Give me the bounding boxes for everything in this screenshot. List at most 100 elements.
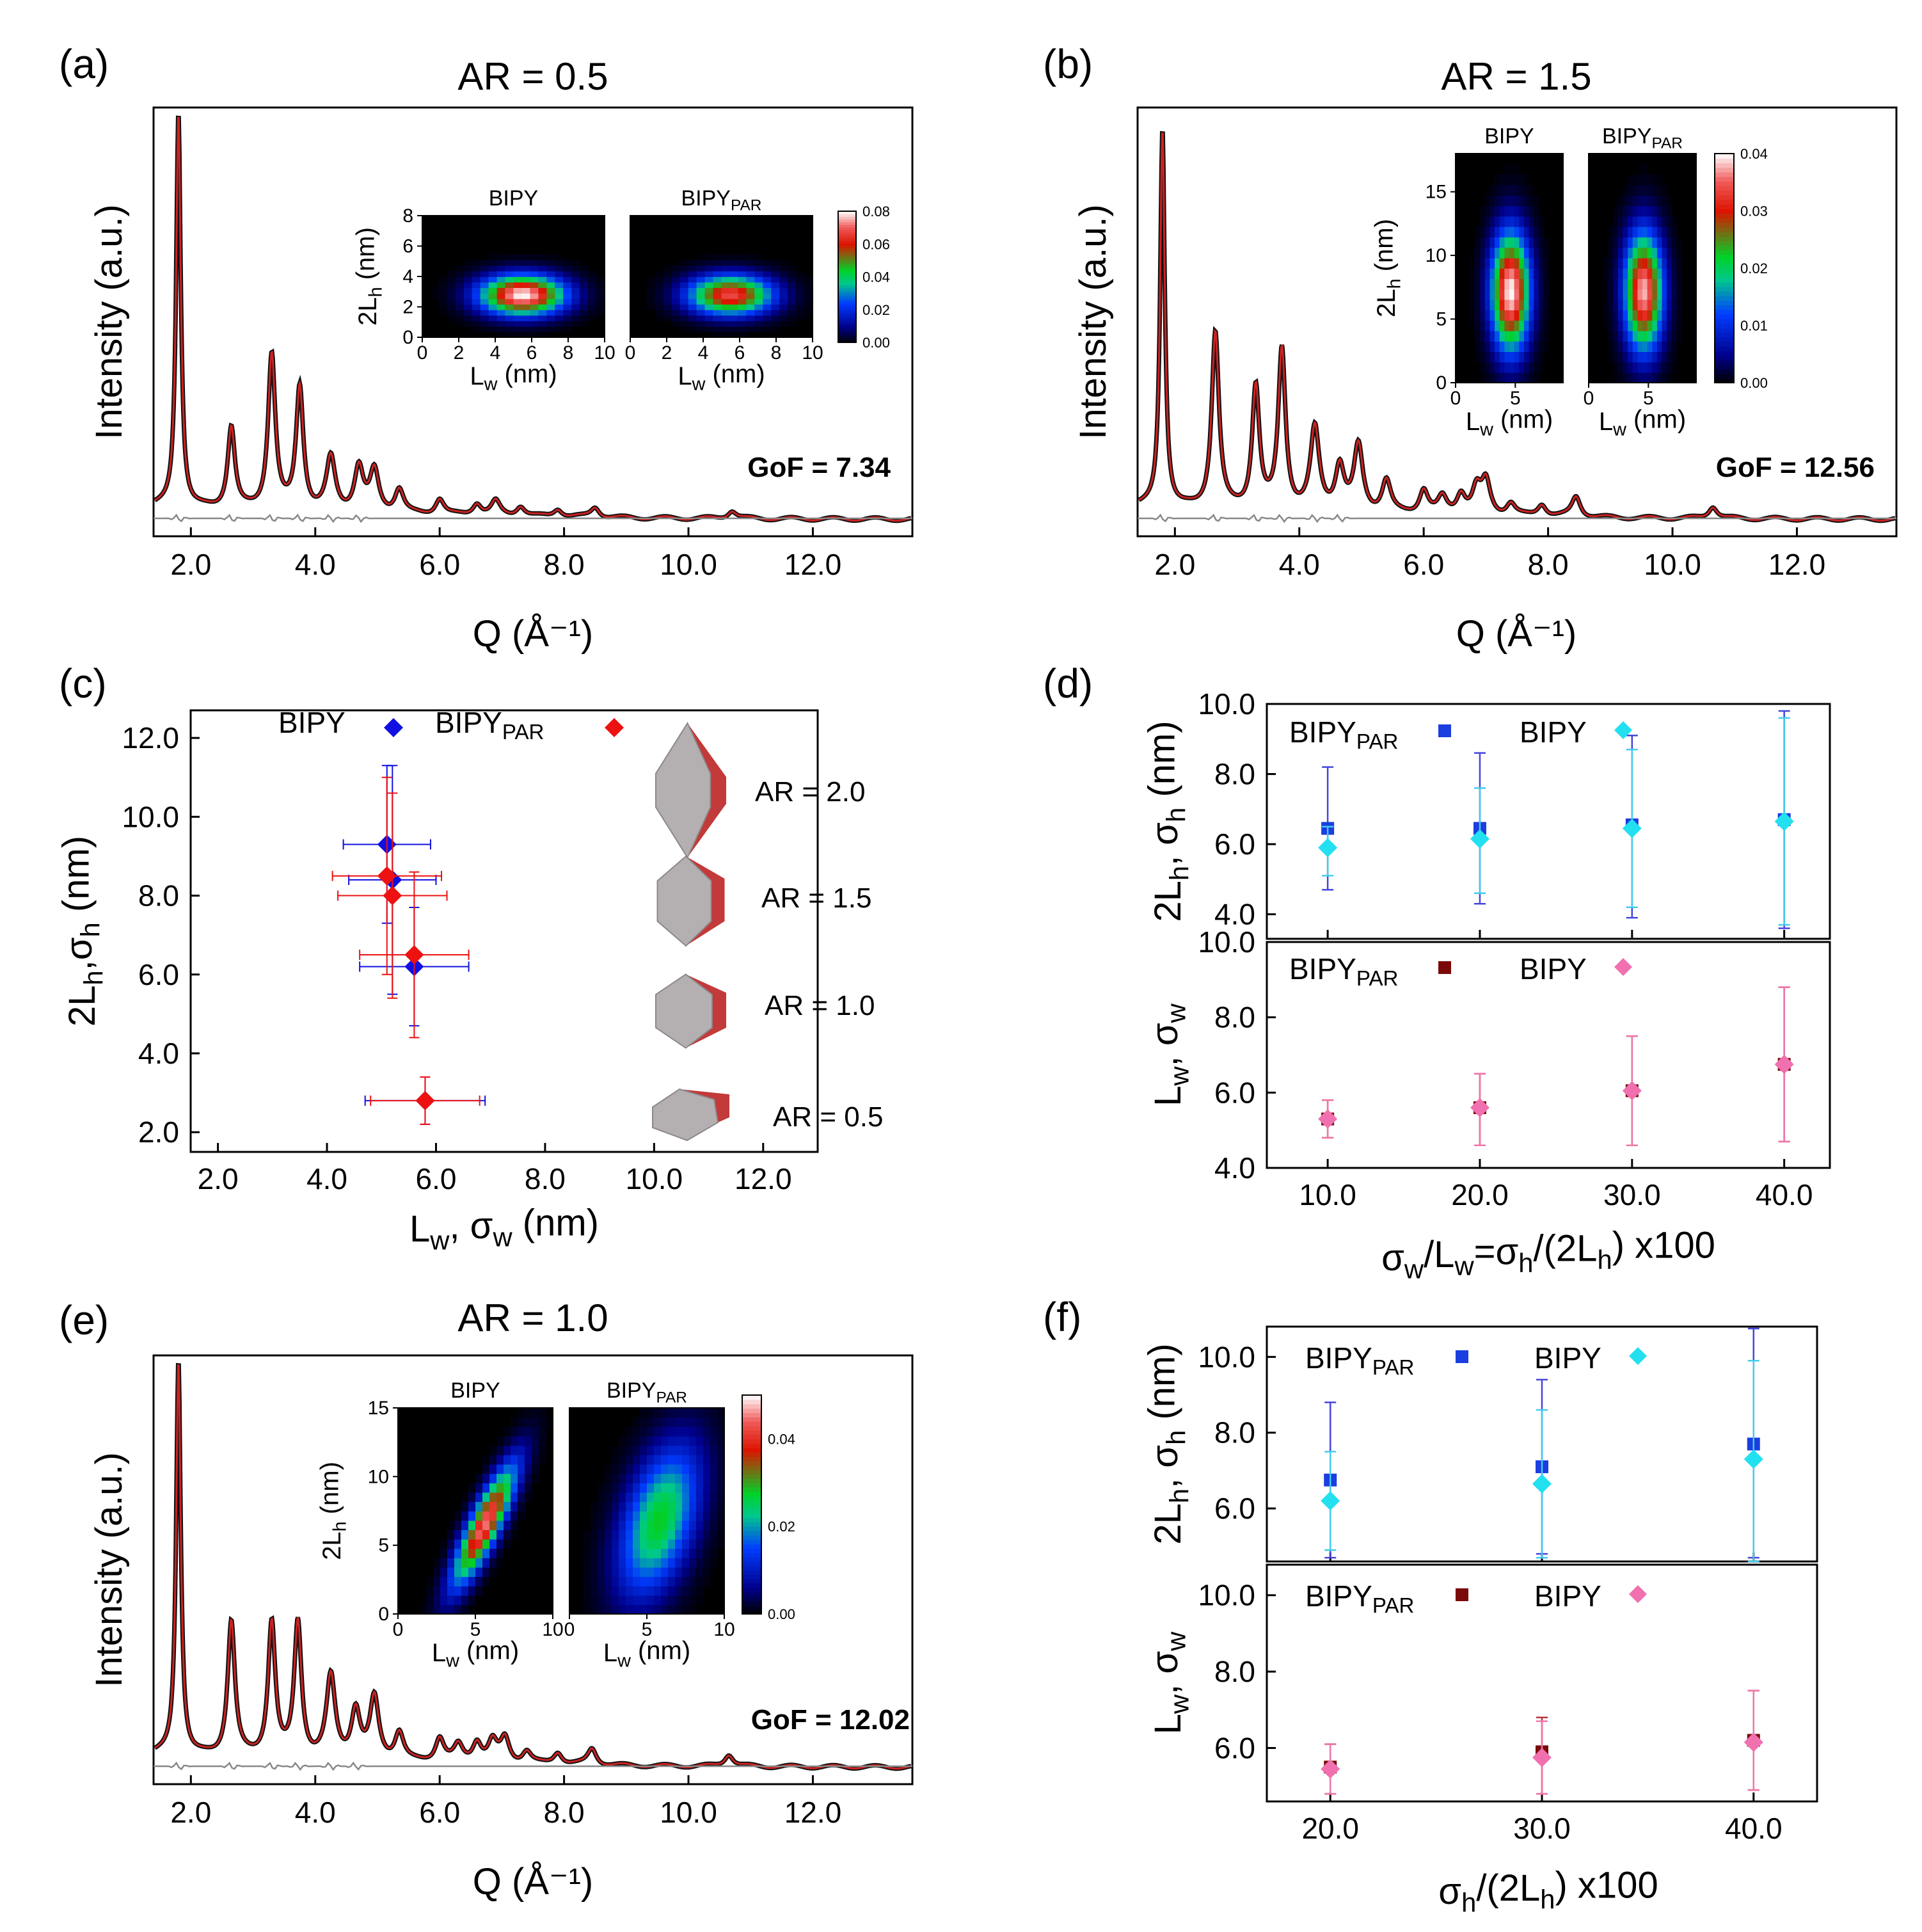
heatmap-cell	[626, 1511, 633, 1521]
heatmap-cell	[591, 1548, 598, 1558]
inset-xlabel-rest: (nm)	[1626, 406, 1686, 434]
heatmap-cell	[1632, 299, 1639, 310]
heatmap-cell	[447, 298, 456, 305]
inset-ylabel-sub: h	[1385, 278, 1405, 289]
heatmap-cell	[771, 271, 780, 277]
heatmap-cell	[1637, 372, 1643, 383]
heatmap-cell	[1628, 247, 1633, 259]
x-tick-label: 4.0	[295, 1796, 336, 1829]
heatmap-cell	[505, 265, 514, 272]
heatmap-cell	[1632, 247, 1639, 259]
heatmap-cell	[518, 1473, 525, 1483]
heatmap-cell	[584, 1576, 591, 1586]
heatmap-cell	[721, 276, 731, 283]
heatmap-cell	[688, 298, 697, 305]
heatmap-cell	[675, 1567, 683, 1577]
heatmap-cell	[661, 1455, 669, 1465]
heatmap-cell	[1499, 289, 1505, 300]
heatmap-cell	[532, 1473, 539, 1483]
colorbar-segment	[742, 1403, 761, 1409]
heatmap-cell	[1608, 278, 1614, 290]
heatmap-cell	[717, 1473, 725, 1483]
heatmap-cell	[738, 282, 747, 288]
heatmap-cell	[504, 1445, 511, 1455]
heatmap-cell	[1656, 330, 1663, 342]
heatmap-cell	[703, 1538, 711, 1549]
heatmap-cell	[1504, 247, 1510, 259]
heatmap-cell	[1603, 268, 1609, 280]
heatmap-cell	[513, 304, 523, 310]
heatmap-cell	[746, 254, 756, 260]
heatmap-cell	[555, 265, 564, 272]
heatmap-cell	[1628, 216, 1633, 227]
panel-e-gof: GoF = 12.02	[751, 1704, 910, 1736]
heatmap-cell	[475, 1548, 483, 1558]
heatmap-cell	[675, 1426, 683, 1437]
heatmap-cell	[626, 1586, 633, 1596]
heatmap-cell	[489, 1445, 497, 1455]
colorbar-segment	[742, 1482, 761, 1488]
heatmap-cell	[1642, 299, 1648, 310]
colorbar-segment	[1715, 176, 1734, 182]
x-tick-label: 30.0	[1513, 1812, 1571, 1845]
heatmap-cell	[521, 292, 531, 299]
heatmap-cell	[696, 1408, 704, 1418]
heatmap-cell	[1538, 216, 1545, 227]
inset-x-tick-label: 8	[771, 342, 782, 363]
heatmap-cell	[655, 298, 664, 305]
heatmap-cell	[675, 1576, 683, 1586]
heatmap-cell	[754, 254, 764, 260]
heatmap-cell	[804, 298, 813, 305]
inset-xlabel: Lw (nm)	[678, 360, 765, 395]
heatmap-cell	[1470, 310, 1476, 321]
colorbar-segment	[838, 339, 856, 343]
heatmap-cell	[468, 1576, 476, 1586]
colorbar-segment	[1715, 195, 1734, 200]
heatmap-cell	[668, 1529, 676, 1540]
heatmap-cell	[710, 1408, 718, 1418]
heatmap-cell	[654, 1529, 662, 1540]
heatmap-cell	[598, 1576, 605, 1586]
colorbar-segment	[838, 274, 856, 278]
heatmap-cell	[1667, 310, 1672, 321]
heatmap-cell	[461, 1492, 469, 1503]
x-tick-label: 10.0	[626, 1162, 683, 1195]
heatmap-cell	[646, 292, 656, 299]
heatmap-cell	[647, 1473, 655, 1483]
heatmap-cell	[771, 292, 780, 299]
heatmap-cell	[518, 1511, 525, 1521]
heatmap-cell	[696, 260, 706, 266]
heatmap-cell	[679, 292, 689, 299]
heatmap-cell	[612, 1445, 619, 1455]
heatmap-cell	[696, 298, 706, 305]
colorbar-segment	[742, 1496, 761, 1501]
colorbar-segment	[742, 1505, 761, 1510]
heatmap-cell	[710, 1529, 718, 1540]
inset-x-tick-label: 2	[662, 342, 672, 363]
heatmap-cell	[754, 287, 764, 294]
heatmap-cell	[671, 271, 681, 277]
heatmap-cell	[1623, 247, 1628, 259]
heatmap-cell	[796, 287, 805, 294]
heatmap-cell	[1632, 216, 1639, 227]
heatmap-cell	[496, 326, 506, 333]
x-axis-label-part: h	[1518, 1248, 1533, 1278]
heatmap-cell	[679, 265, 689, 272]
heatmap-cell	[746, 271, 756, 277]
heatmap-cell	[721, 326, 731, 333]
heatmap-cell	[796, 309, 805, 316]
heatmap-cell	[472, 309, 481, 316]
heatmap-cell	[563, 292, 572, 299]
heatmap-cell	[1647, 268, 1653, 280]
heatmap-cell	[591, 1595, 598, 1606]
inset-ylabel: 2Lh (nm)	[352, 227, 386, 326]
heatmap-cell	[1504, 268, 1510, 280]
heatmap-cell	[1671, 351, 1678, 363]
legend-bipy-par-label-sub: PAR	[1372, 1594, 1415, 1618]
heatmap-cell	[605, 1529, 612, 1540]
heatmap-cell	[1534, 351, 1539, 363]
heatmap-cell	[633, 1417, 640, 1427]
heatmap-cell	[1475, 257, 1481, 269]
heatmap-cell	[1475, 268, 1481, 280]
colorbar-segment	[742, 1487, 761, 1492]
